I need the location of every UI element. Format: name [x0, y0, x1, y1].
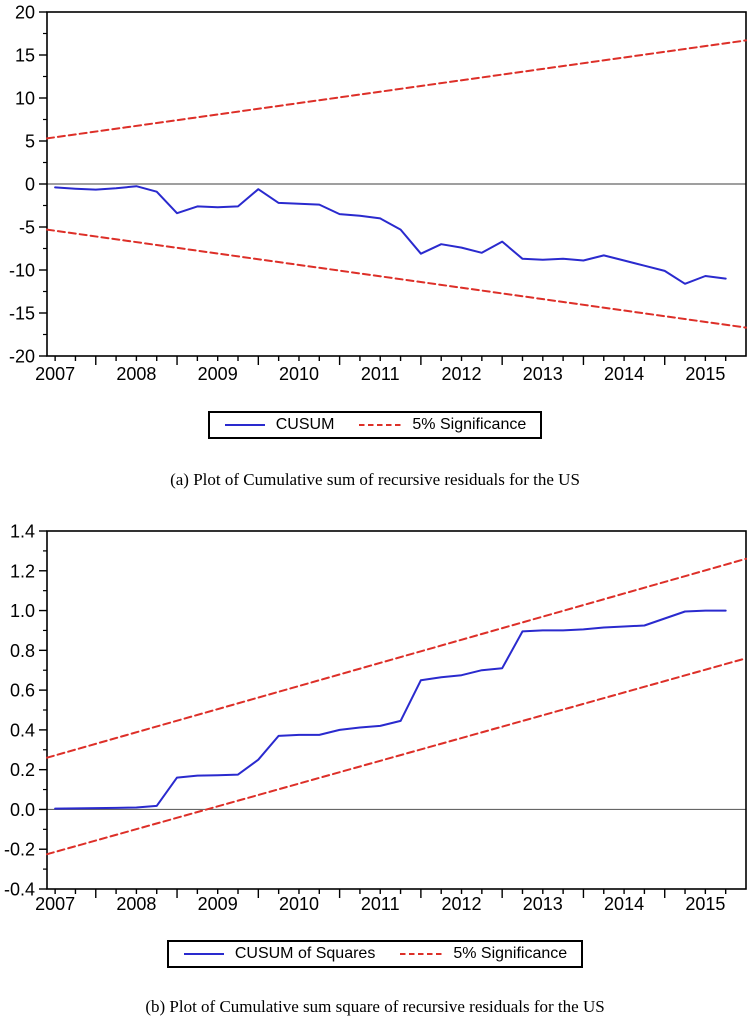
series-5-significance-upper-bound — [46, 39, 747, 140]
caption-b: (b) Plot of Cumulative sum square of rec… — [145, 997, 605, 1016]
y-tick-label: -20 — [9, 347, 35, 367]
y-tick-label: 15 — [15, 46, 35, 66]
y-tick-label: 20 — [15, 3, 35, 23]
legend-label-cusum: CUSUM — [275, 416, 335, 433]
y-tick-label: 0.6 — [10, 681, 35, 701]
y-tick-label: 0 — [25, 175, 35, 195]
x-tick-label: 2015 — [685, 894, 725, 914]
caption-a: (a) Plot of Cumulative sum of recursive … — [170, 470, 580, 489]
x-tick-label: 2013 — [523, 894, 563, 914]
legend-label-significance: 5% Significance — [453, 945, 568, 962]
y-tick-label: -5 — [19, 218, 35, 238]
x-tick-label: 2010 — [279, 894, 319, 914]
cusum-line-icon — [183, 953, 224, 955]
y-tick-label: 0.0 — [10, 800, 35, 820]
x-tick-label: 2014 — [604, 894, 644, 914]
y-tick-label: 0.4 — [10, 720, 35, 740]
x-tick-label: 2014 — [604, 364, 644, 384]
x-tick-label: 2011 — [361, 894, 400, 914]
plot-frame — [46, 530, 747, 890]
series-5-significance-upper-bound — [46, 557, 747, 759]
legend-a-row: CUSUM 5% Significance — [0, 411, 750, 439]
y-tick-label: -10 — [9, 261, 35, 281]
y-tick-label: 0.2 — [10, 760, 35, 780]
cusum-line-icon — [224, 424, 265, 426]
legend-label-significance: 5% Significance — [412, 416, 527, 433]
x-tick-label: 2008 — [116, 364, 156, 384]
dashed-line-icon — [400, 953, 443, 955]
x-tick-label: 2012 — [441, 894, 481, 914]
cusum-legend: CUSUM 5% Significance — [207, 411, 543, 439]
legend-label-cusum-squares: CUSUM of Squares — [234, 945, 376, 962]
x-tick-label: 2013 — [523, 364, 563, 384]
x-tick-label: 2007 — [35, 894, 75, 914]
dashed-line-icon — [359, 424, 402, 426]
y-tick-label: 1.4 — [10, 522, 35, 542]
x-tick-label: 2009 — [198, 364, 238, 384]
x-tick-label: 2010 — [279, 364, 319, 384]
y-tick-label: 1.2 — [10, 561, 35, 581]
x-tick-label: 2008 — [116, 894, 156, 914]
series-cusum — [54, 185, 727, 285]
series-5-significance-lower-bound — [46, 657, 747, 856]
x-tick-label: 2007 — [35, 364, 75, 384]
y-tick-label: -0.4 — [4, 880, 35, 900]
legend-b-row: CUSUM of Squares 5% Significance — [0, 940, 750, 968]
y-tick-label: -15 — [9, 304, 35, 324]
y-tick-label: 1.0 — [10, 601, 35, 621]
x-tick-label: 2011 — [361, 364, 400, 384]
x-tick-label: 2015 — [685, 364, 725, 384]
y-tick-label: 0.8 — [10, 641, 35, 661]
y-tick-label: -0.2 — [4, 840, 35, 860]
cusum-of-squares-legend: CUSUM of Squares 5% Significance — [166, 940, 584, 968]
x-tick-label: 2012 — [441, 364, 481, 384]
series-cusum-of-squares — [54, 609, 727, 810]
y-tick-label: 5 — [25, 132, 35, 152]
x-tick-label: 2009 — [198, 894, 238, 914]
plot-frame — [46, 11, 747, 357]
series-5-significance-lower-bound — [46, 228, 747, 329]
y-tick-label: 10 — [15, 89, 35, 109]
